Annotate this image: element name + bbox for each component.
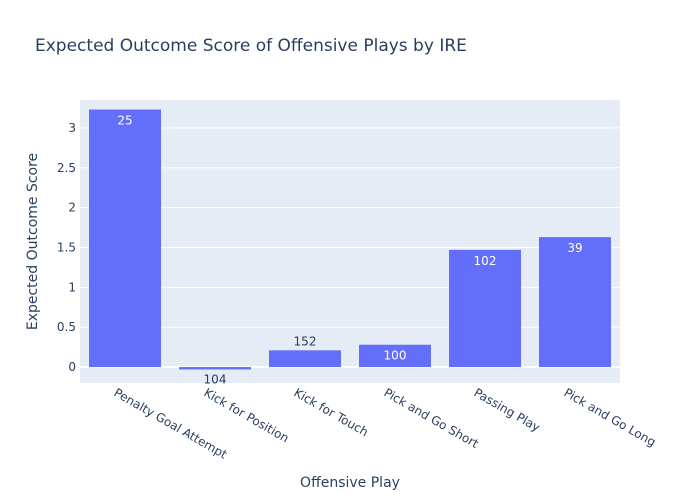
y-tick-label: 0.5 xyxy=(57,320,76,334)
bar xyxy=(539,237,611,368)
data-label: 25 xyxy=(117,114,132,128)
y-tick-label: 2 xyxy=(68,201,76,215)
plot-area xyxy=(80,100,620,383)
x-tick-label: Pick and Go Long xyxy=(562,385,659,449)
gridlines xyxy=(80,127,620,369)
y-tick-label: 3 xyxy=(68,121,76,135)
x-tick-label: Kick for Position xyxy=(202,385,292,445)
data-label: 102 xyxy=(474,254,497,268)
data-label: 100 xyxy=(384,349,407,363)
data-label: 39 xyxy=(567,241,582,255)
y-tick-label: 2.5 xyxy=(57,161,76,175)
x-tick-label: Passing Play xyxy=(472,385,543,434)
data-label: 104 xyxy=(204,372,227,386)
x-axis-title: Offensive Play xyxy=(300,475,400,491)
chart-title: Expected Outcome Score of Offensive Play… xyxy=(35,36,467,56)
bar xyxy=(179,367,251,370)
bars xyxy=(89,109,611,370)
x-tick-label: Kick for Touch xyxy=(292,385,371,439)
y-tick-label: 1 xyxy=(68,280,76,294)
bar xyxy=(359,344,431,368)
y-tick-label: 0 xyxy=(68,360,76,374)
y-tick-label: 1.5 xyxy=(57,240,76,254)
bar xyxy=(449,249,521,368)
y-axis-ticks: 0 0.5 1 1.5 2 2.5 3 xyxy=(57,121,76,374)
bar xyxy=(269,350,341,368)
data-labels: 25 104 152 100 102 39 xyxy=(117,114,582,387)
x-tick-label: Pick and Go Short xyxy=(382,385,482,451)
data-label: 152 xyxy=(294,334,317,348)
bar xyxy=(89,109,161,368)
y-axis-title: Expected Outcome Score xyxy=(25,153,41,330)
